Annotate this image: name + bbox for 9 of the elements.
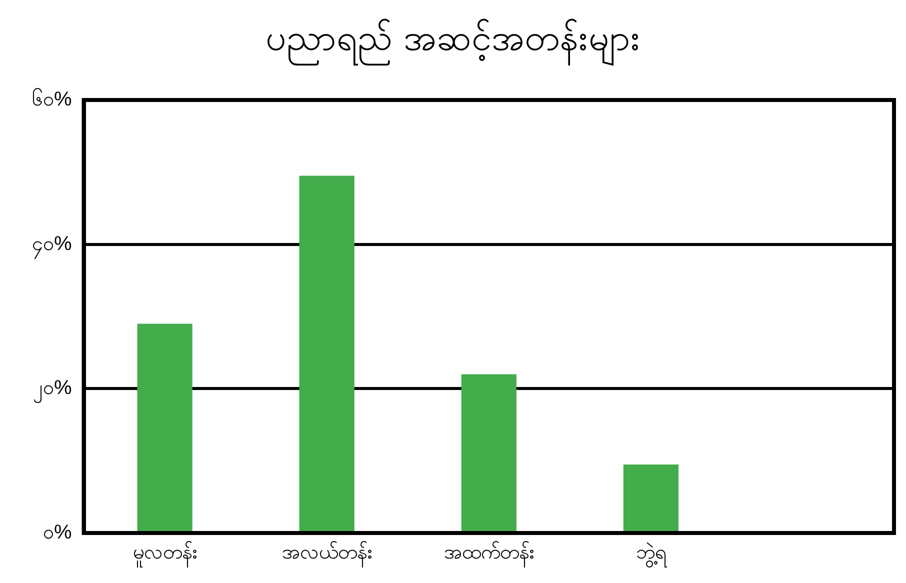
chart-title: ပညာရည် အဆင့်အတန်းများ: [264, 17, 642, 68]
x-tick-label: ဘွဲ့ရ: [636, 542, 667, 568]
x-tick-label: အလယ်တန်း: [282, 540, 372, 568]
x-tick-label: မူလတန်း: [132, 540, 197, 568]
y-tick-label: ၄၀%: [32, 232, 72, 259]
y-tick-label: ၆၀%: [32, 88, 72, 111]
x-tick-label: အထက်တန်း: [444, 540, 534, 568]
y-tick-label: ၀%: [42, 522, 72, 544]
y-tick-label: ၂၀%: [32, 377, 72, 404]
